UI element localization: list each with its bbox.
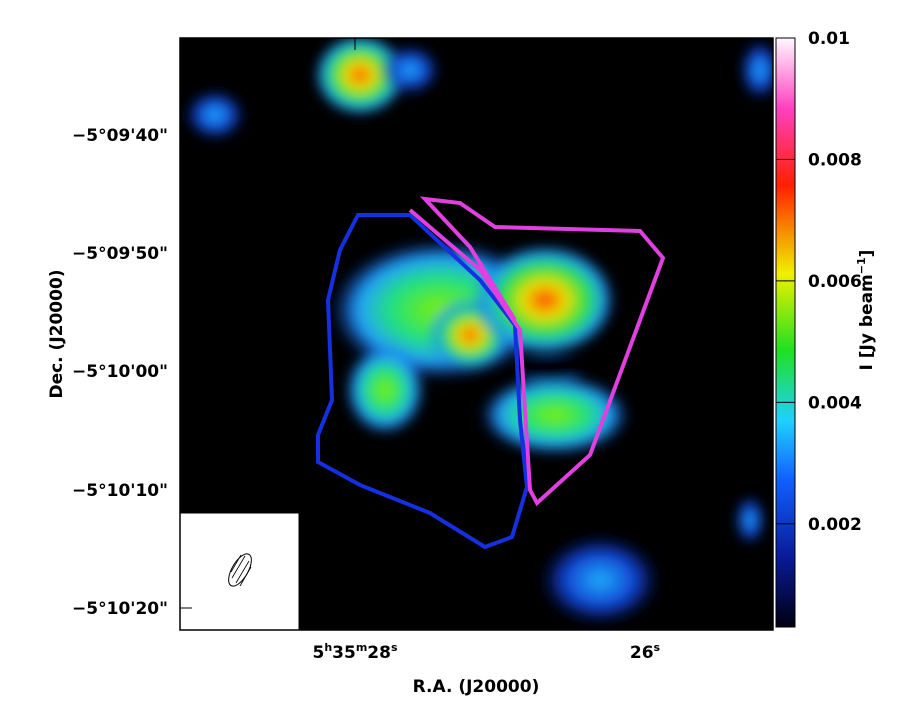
x-tick-label: 5h35m28s — [312, 641, 398, 663]
y-tick-label: −5°10'20" — [72, 599, 168, 619]
colorbar-tick-label: 0.006 — [808, 272, 862, 292]
colorbar-tick-label: 0.002 — [808, 515, 862, 535]
sup: m — [356, 641, 367, 654]
y-tick-label: −5°10'10" — [72, 481, 168, 501]
sup: h — [324, 641, 332, 654]
colorbar — [775, 37, 796, 628]
frame-ticks — [180, 38, 773, 630]
colorbar-tick-label: 0.004 — [808, 393, 862, 413]
sup: s — [391, 641, 398, 654]
y-axis-label: Dec. (J20000) — [47, 269, 67, 398]
part: 28 — [367, 643, 391, 663]
map — [180, 38, 773, 630]
colorbar-label: I [Jy beam−1] — [855, 250, 877, 371]
y-tick-label: −5°10'00" — [72, 362, 168, 382]
sup: s — [654, 641, 661, 654]
x-axis-label: R.A. (J20000) — [413, 677, 540, 697]
part: 26 — [630, 643, 654, 663]
part: I [Jy beam — [857, 274, 877, 370]
y-tick-label: −5°09'50" — [72, 244, 168, 264]
x-tick-label: 26s — [630, 641, 661, 663]
y-tick-label: −5°09'40" — [72, 126, 168, 146]
part: ] — [857, 250, 877, 258]
part: 35 — [332, 643, 356, 663]
sup: −1 — [855, 257, 868, 274]
colorbar-tick-label: 0.01 — [808, 29, 850, 49]
colorbar-tick-label: 0.008 — [808, 150, 862, 170]
plot-frame — [179, 37, 774, 631]
part: 5 — [312, 643, 324, 663]
